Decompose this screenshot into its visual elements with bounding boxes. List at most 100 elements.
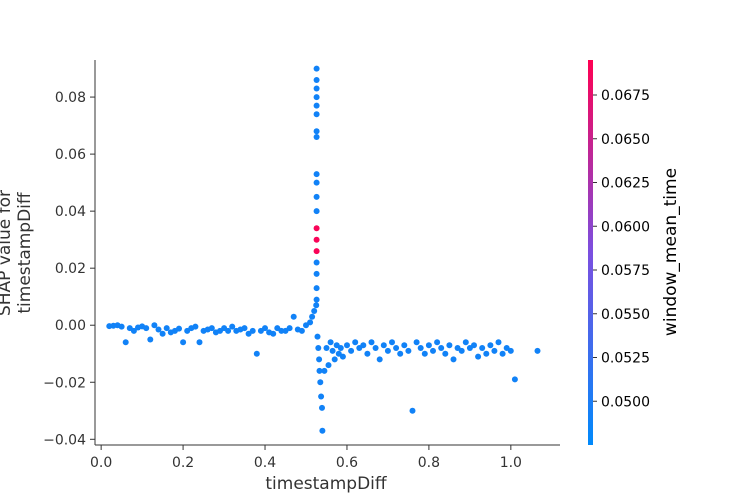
colorbar-label: window_mean_time (661, 168, 681, 336)
y-axis-label: SHAP value fortimestampDiff (0, 190, 35, 316)
scatter-point (317, 379, 324, 386)
scatter-point (425, 342, 432, 349)
scatter-point (309, 313, 316, 320)
scatter-point (534, 347, 541, 354)
scatter-point (180, 339, 187, 346)
scatter-point (450, 356, 457, 363)
scatter-point (319, 404, 325, 411)
y-tick-label: 0.04 (55, 204, 86, 220)
y-tick-label: 0.06 (55, 147, 86, 163)
x-tick-label: 0.8 (418, 455, 440, 471)
x-tick-label: 0.0 (90, 455, 112, 471)
scatter-point (208, 325, 215, 332)
scatter-point (313, 94, 320, 101)
scatter-point (313, 134, 320, 140)
scatter-point (507, 347, 514, 354)
y-tick-label: 0.08 (55, 90, 86, 106)
scatter-point (321, 367, 328, 374)
y-tick-label: −0.02 (43, 375, 86, 391)
scatter-point (487, 342, 494, 349)
scatter-point (438, 345, 445, 351)
scatter-point (327, 339, 334, 346)
scatter-point (405, 347, 412, 354)
colorbar-tick-label: 0.0550 (601, 307, 650, 323)
scatter-point (316, 367, 323, 374)
scatter-point (384, 347, 391, 354)
scatter-point (313, 102, 320, 109)
scatter-point (118, 323, 125, 330)
colorbar-tick-label: 0.0525 (601, 351, 650, 367)
scatter-point (483, 350, 490, 357)
scatter-point (278, 327, 285, 334)
colorbar: 0.0500 0.0525 0.0550 0.0575 0.0600 0.0625 0.06… (588, 60, 650, 445)
colorbar-tick-label: 0.0500 (601, 394, 650, 410)
scatter-point (458, 347, 465, 354)
scatter-point (313, 302, 320, 309)
scatter-point (151, 322, 158, 329)
scatter-point (348, 347, 355, 354)
scatter-point (446, 342, 453, 349)
scatter-point (413, 339, 420, 346)
scatter-point (163, 325, 170, 332)
scatter-point (471, 342, 477, 349)
scatter-point (313, 296, 320, 303)
scatter-point (393, 345, 400, 351)
scatter-point (337, 345, 344, 351)
scatter-point (192, 323, 199, 330)
scatter-point (147, 336, 154, 343)
scatter-point (313, 248, 320, 255)
colorbar-tick-label: 0.0650 (601, 132, 650, 148)
scatter-point (315, 345, 322, 351)
scatter-point (298, 327, 305, 334)
scatter-point (511, 376, 518, 383)
scatter-point (421, 350, 428, 357)
scatter-point (313, 285, 320, 292)
points (106, 65, 541, 434)
scatter-point (417, 345, 424, 351)
scatter-point (270, 330, 277, 337)
scatter-point (313, 208, 320, 215)
scatter-point (364, 350, 371, 357)
scatter-point (249, 327, 256, 334)
x-axis-label: timestampDiff (265, 474, 388, 494)
colorbar-tick-label: 0.0600 (601, 219, 650, 235)
scatter-point (313, 259, 320, 266)
scatter-point (352, 339, 359, 346)
scatter-point (130, 327, 137, 334)
scatter-point (241, 325, 248, 332)
scatter-point (196, 339, 203, 346)
scatter-point (397, 350, 404, 357)
colorbar-tick-label: 0.0625 (601, 176, 650, 192)
axes: 0.0 0.2 0.4 0.6 0.8 1.0 −0.04 −0.02 0.00 0.02 0.04… (43, 60, 560, 471)
scatter-point (325, 362, 332, 369)
scatter-point (313, 65, 320, 72)
colorbar-tick-label: 0.0575 (601, 263, 650, 279)
x-tick-label: 0.4 (254, 455, 276, 471)
scatter-point (491, 347, 498, 354)
scatter-point (368, 339, 375, 346)
scatter-point (313, 77, 320, 83)
scatter-point (313, 85, 320, 92)
scatter-point (344, 342, 350, 349)
scatter-point (372, 345, 379, 351)
scatter-point (323, 345, 330, 351)
scatter-point (313, 111, 320, 118)
colorbar-gradient (588, 60, 593, 445)
colorbar-tick-label: 0.0675 (601, 88, 650, 104)
scatter-point (307, 319, 314, 326)
scatter-point (442, 350, 449, 357)
scatter-point (159, 330, 166, 337)
scatter-point (290, 313, 297, 320)
scatter-point (389, 339, 395, 346)
y-tick-label: 0.02 (55, 261, 86, 277)
scatter-point (143, 325, 150, 332)
scatter-point (313, 225, 320, 232)
scatter-point (319, 427, 326, 434)
scatter-point (314, 333, 321, 340)
scatter-point (495, 339, 502, 346)
scatter-point (329, 347, 336, 354)
x-tick-label: 1.0 (500, 455, 522, 471)
scatter-point (286, 325, 293, 332)
scatter-point (499, 350, 506, 357)
